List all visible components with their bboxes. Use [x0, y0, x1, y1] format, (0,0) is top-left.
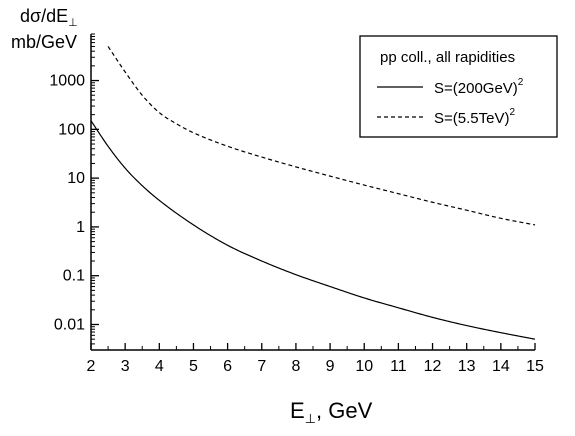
- x-tick-label: 13: [458, 358, 476, 375]
- x-tick-label: 6: [223, 358, 232, 375]
- x-ticks: 2 3 4 5 6 7 8 9 10 11 12 13 14 15: [87, 343, 544, 375]
- y-axis-title: dσ/dE⊥ mb/GeV: [11, 6, 78, 52]
- x-tick-label: 9: [326, 358, 335, 375]
- x-tick-label: 8: [291, 358, 300, 375]
- y-tick-label: 1000: [49, 73, 85, 90]
- x-axis-title: E⊥, GeV: [290, 398, 373, 426]
- x-tick-label: 12: [424, 358, 442, 375]
- x-tick-label: 10: [355, 358, 373, 375]
- y-tick-label: 1: [76, 219, 85, 236]
- x-tick-label: 7: [257, 358, 266, 375]
- y-tick-label: 10: [67, 170, 85, 187]
- x-tick-label: 4: [155, 358, 164, 375]
- legend: pp coll., all rapidities S=(200GeV)2 S=(…: [359, 35, 558, 138]
- x-tick-label: 5: [189, 358, 198, 375]
- y-axis-title-line1: dσ/dE⊥: [20, 6, 78, 29]
- y-tick-label: 0.1: [63, 268, 85, 285]
- y-tick-label: 0.01: [54, 316, 85, 333]
- legend-title: pp coll., all rapidities: [380, 49, 515, 66]
- y-axis-title-line2: mb/GeV: [11, 32, 77, 52]
- series-group: [90, 46, 536, 340]
- y-tick-label: 100: [58, 121, 85, 138]
- x-tick-label: 15: [526, 358, 544, 375]
- x-tick-label: 14: [492, 358, 510, 375]
- legend-label-5-5tev: S=(5.5TeV)2: [434, 107, 515, 127]
- legend-label-200gev: S=(200GeV)2: [434, 77, 524, 97]
- x-tick-label: 3: [121, 358, 130, 375]
- x-tick-label: 2: [87, 358, 96, 375]
- x-tick-label: 11: [390, 358, 407, 375]
- y-ticks: 0.01 0.1 1 10 100 1000: [49, 33, 99, 351]
- series-line-1: [107, 46, 536, 226]
- series-line-0: [90, 120, 536, 340]
